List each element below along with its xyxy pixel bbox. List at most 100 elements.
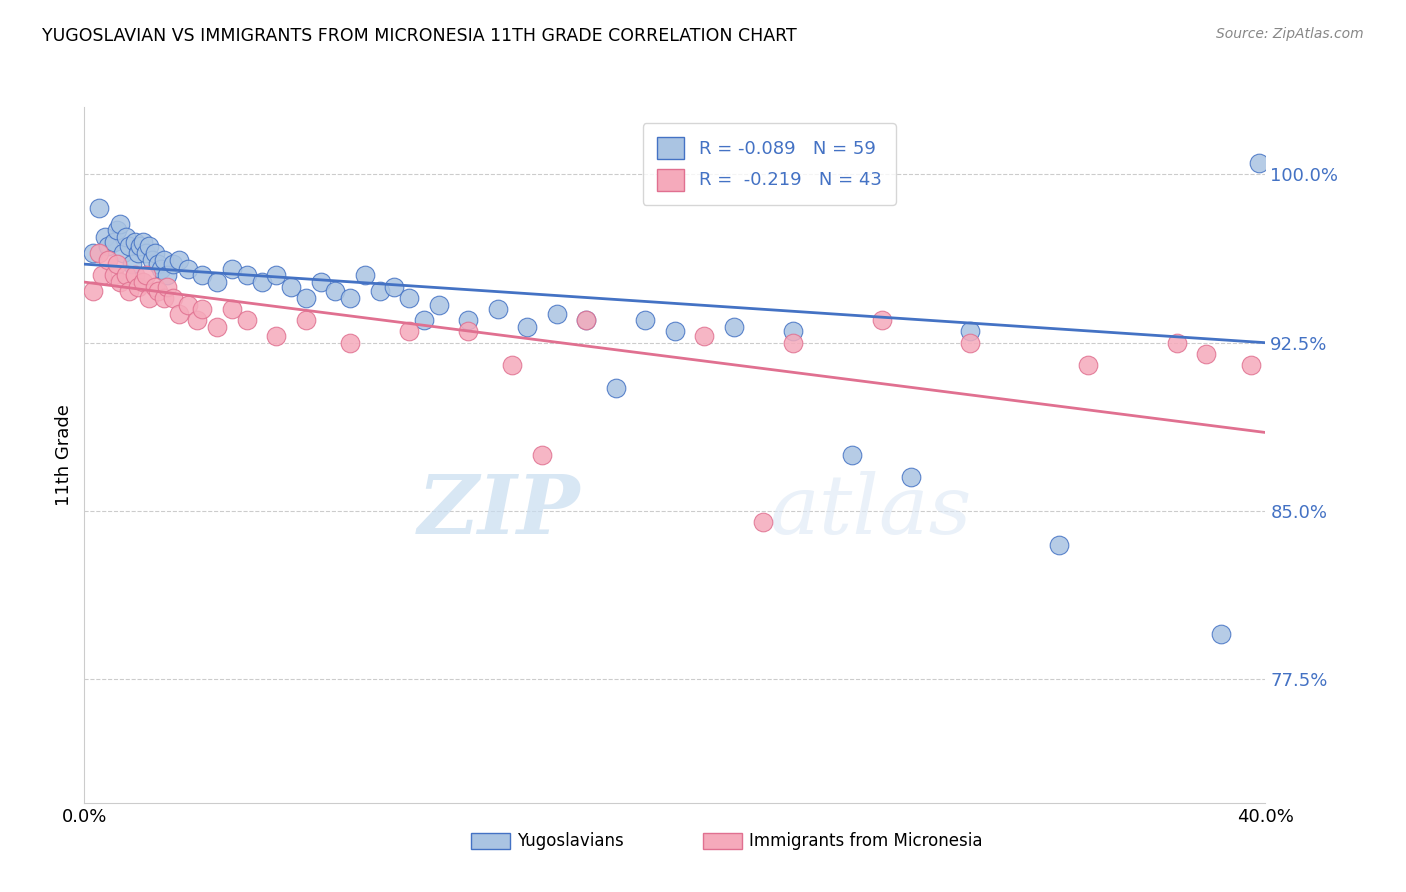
Point [221,301,243,316]
Point [516,320,538,334]
Point [1249,156,1271,170]
Point [103,235,125,249]
Point [156,268,179,283]
Point [384,279,406,293]
Point [280,279,302,293]
Point [664,325,686,339]
Point [162,257,184,271]
Text: Source: ZipAtlas.com: Source: ZipAtlas.com [1216,27,1364,41]
Point [97,252,120,267]
Point [105,223,128,237]
Point [1077,358,1099,372]
Point [325,284,347,298]
Point [309,275,332,289]
Point [148,284,170,298]
Point [398,291,420,305]
Point [546,306,568,320]
Point [191,301,214,316]
Text: YUGOSLAVIAN VS IMMIGRANTS FROM MICRONESIA 11TH GRADE CORRELATION CHART: YUGOSLAVIAN VS IMMIGRANTS FROM MICRONESI… [42,27,797,45]
Point [118,284,141,298]
Point [575,313,598,327]
Point [138,239,160,253]
Point [486,301,509,316]
Point [236,313,259,327]
Point [605,381,627,395]
Point [457,313,479,327]
Point [186,313,208,327]
Point [156,279,179,293]
Point [752,515,775,529]
Point [108,275,131,289]
Point [82,284,104,298]
Point [398,325,420,339]
Point [141,252,163,267]
Point [413,313,436,327]
Text: atlas: atlas [769,471,972,550]
Point [97,239,120,253]
Point [129,239,152,253]
Point [1211,627,1233,641]
Point [354,268,377,283]
Point [457,325,479,339]
Legend: R = -0.089   N = 59, R =  -0.219   N = 43: R = -0.089 N = 59, R = -0.219 N = 43 [643,123,896,205]
Point [221,261,243,276]
Point [132,275,155,289]
Point [103,268,125,283]
Point [135,246,157,260]
Point [502,358,524,372]
Point [167,306,190,320]
Point [138,291,160,305]
Point [368,284,391,298]
Point [959,325,981,339]
Point [1195,347,1218,361]
Point [236,268,259,283]
Point [91,268,114,283]
Point [959,335,981,350]
Point [207,275,229,289]
Point [150,261,173,276]
Point [94,230,117,244]
Point [207,320,229,334]
Y-axis label: 11th Grade: 11th Grade [55,404,73,506]
Point [153,252,176,267]
Point [127,246,149,260]
Point [575,313,598,327]
Point [87,201,111,215]
Point [841,448,863,462]
Point [723,320,745,334]
Point [1047,538,1070,552]
Point [132,235,155,249]
Text: Immigrants from Micronesia: Immigrants from Micronesia [749,832,983,850]
Point [1240,358,1263,372]
Point [167,252,190,267]
Text: Yugoslavians: Yugoslavians [517,832,624,850]
Point [143,246,166,260]
Point [250,275,273,289]
Point [87,246,111,260]
Point [295,313,318,327]
Point [266,329,288,343]
Point [124,235,146,249]
Point [531,448,554,462]
Point [162,291,184,305]
Text: ZIP: ZIP [418,471,581,550]
Point [111,246,134,260]
Point [121,257,143,271]
Point [127,279,149,293]
Point [427,297,450,311]
Point [782,325,804,339]
Point [339,335,361,350]
Point [1166,335,1188,350]
Point [900,470,922,484]
Point [191,268,214,283]
Point [153,291,176,305]
Point [634,313,657,327]
Point [108,217,131,231]
Point [782,335,804,350]
Point [295,291,318,305]
Point [693,329,716,343]
Point [114,268,136,283]
Point [82,246,104,260]
Point [124,268,146,283]
Point [177,297,200,311]
